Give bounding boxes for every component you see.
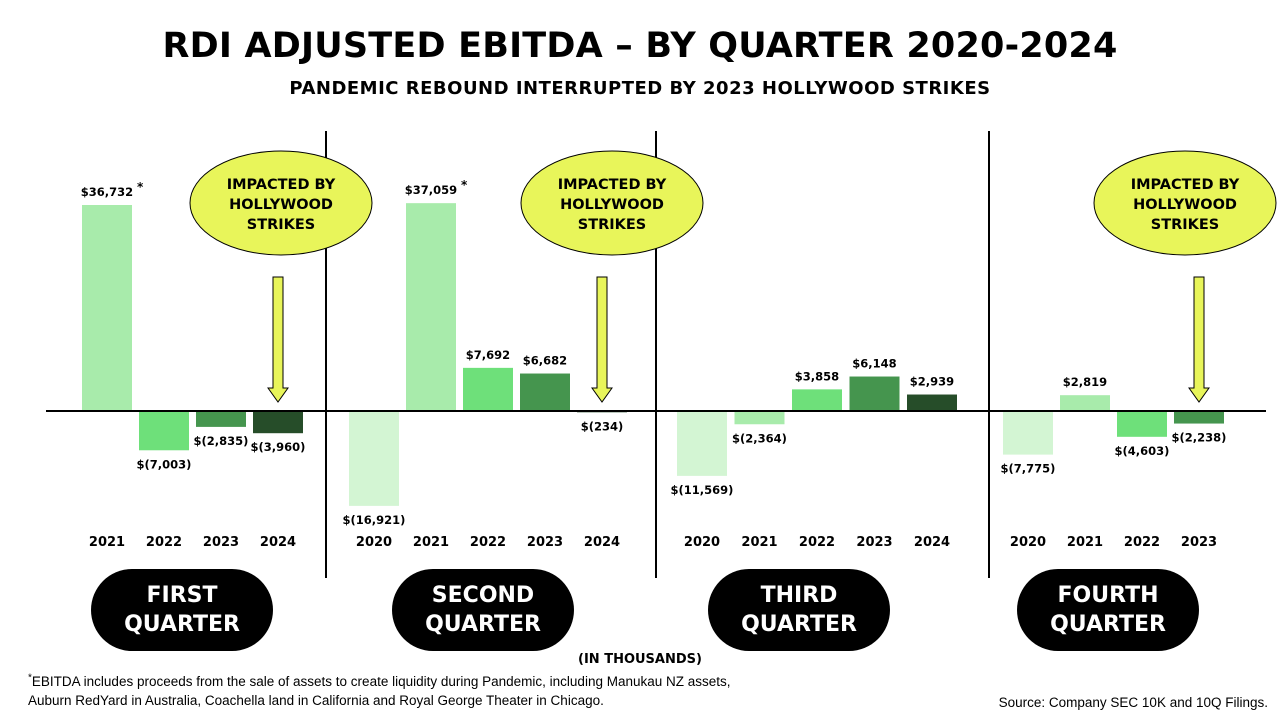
- strike-arrow-q4: [1188, 276, 1210, 403]
- year-label-q4-2021: 2021: [1067, 535, 1103, 550]
- year-label-q2-2023: 2023: [527, 535, 563, 550]
- bar-q4-2022: [1117, 411, 1167, 437]
- value-label-q4-2020: $(7,775): [1001, 462, 1056, 476]
- callout-text-q2-1: IMPACTED BY: [558, 177, 667, 193]
- footnote: *EBITDA includes proceeds from the sale …: [28, 672, 828, 710]
- footnote-line-1: EBITDA includes proceeds from the sale o…: [31, 674, 731, 689]
- callout-text-q2-3: STRIKES: [578, 217, 646, 233]
- value-label-q2-2022: $7,692: [466, 348, 510, 362]
- footnote-marker: *: [28, 672, 32, 684]
- value-label-q2-2021: $37,059: [405, 183, 457, 197]
- quarter-label-third: THIRD QUARTER: [708, 569, 890, 651]
- chart-title: RDI ADJUSTED EBITDA – BY QUARTER 2020-20…: [162, 26, 1118, 66]
- callout-text-q4-1: IMPACTED BY: [1131, 177, 1240, 193]
- bar-q2-2021: [406, 203, 456, 411]
- chart-subtitle: PANDEMIC REBOUND INTERRUPTED BY 2023 HOL…: [289, 78, 991, 99]
- bar-q4-2023: [1174, 411, 1224, 424]
- strike-callout-q4: [1093, 150, 1277, 256]
- value-label-q3-2023: $6,148: [852, 357, 896, 371]
- year-label-q1-2024: 2024: [260, 535, 296, 550]
- year-label-q2-2022: 2022: [470, 535, 506, 550]
- bar-q2-2022: [463, 367, 513, 411]
- callout-text-q4-3: STRIKES: [1151, 217, 1219, 233]
- bar-q1-2023: [196, 411, 246, 427]
- value-label-q4-2023: $(2,238): [1172, 431, 1227, 445]
- year-label-q3-2024: 2024: [914, 535, 950, 550]
- year-label-q2-2021: 2021: [413, 535, 449, 550]
- callout-text-q4-2: HOLLYWOOD: [1133, 197, 1237, 213]
- value-label-q3-2024: $2,939: [910, 375, 954, 389]
- year-label-q4-2023: 2023: [1181, 535, 1217, 550]
- value-label-q3-2021: $(2,364): [732, 431, 787, 445]
- year-label-q3-2022: 2022: [799, 535, 835, 550]
- bar-q1-2021: [82, 205, 132, 411]
- bar-q1-2022: [139, 411, 189, 451]
- value-label-q3-2022: $3,858: [795, 369, 839, 383]
- strike-callout-q1: [189, 150, 373, 256]
- year-label-q3-2020: 2020: [684, 535, 720, 550]
- asterisk-marker: *: [137, 180, 144, 194]
- quarter-label-fourth: FOURTH QUARTER: [1017, 569, 1199, 651]
- asterisk-marker: *: [461, 178, 468, 192]
- value-label-q1-2022: $(7,003): [137, 457, 192, 471]
- units-label: (IN THOUSANDS): [578, 652, 702, 667]
- value-label-q2-2024: $(234): [581, 419, 624, 433]
- value-label-q1-2021: $36,732: [81, 185, 133, 199]
- year-label-q3-2021: 2021: [741, 535, 777, 550]
- year-label-q3-2023: 2023: [856, 535, 892, 550]
- value-label-q2-2023: $6,682: [523, 354, 567, 368]
- bar-q4-2020: [1003, 411, 1053, 455]
- value-label-q4-2022: $(4,603): [1115, 444, 1170, 458]
- strike-arrow-q1: [267, 276, 289, 403]
- value-label-q2-2020: $(16,921): [343, 513, 406, 527]
- strike-callout-q2: [520, 150, 704, 256]
- strike-arrow-q2: [591, 276, 613, 403]
- quarter-label-first: FIRST QUARTER: [91, 569, 273, 651]
- year-label-q2-2024: 2024: [584, 535, 620, 550]
- bar-q3-2024: [907, 394, 957, 411]
- callout-text-q1-3: STRIKES: [247, 217, 315, 233]
- year-label-q4-2020: 2020: [1010, 535, 1046, 550]
- callout-text-q2-2: HOLLYWOOD: [560, 197, 664, 213]
- quarter-label-second: SECOND QUARTER: [392, 569, 574, 651]
- year-label-q1-2022: 2022: [146, 535, 182, 550]
- value-label-q4-2021: $2,819: [1063, 375, 1107, 389]
- value-label-q1-2024: $(3,960): [251, 440, 306, 454]
- value-label-q3-2020: $(11,569): [671, 483, 734, 497]
- bar-q3-2020: [677, 411, 727, 476]
- year-label-q2-2020: 2020: [356, 535, 392, 550]
- bar-q4-2021: [1060, 395, 1110, 411]
- bar-q2-2023: [520, 373, 570, 411]
- bar-q3-2023: [849, 376, 900, 411]
- source-note: Source: Company SEC 10K and 10Q Filings.: [998, 695, 1268, 710]
- callout-text-q1-1: IMPACTED BY: [227, 177, 336, 193]
- bar-q1-2024: [253, 411, 303, 434]
- callout-text-q1-2: HOLLYWOOD: [229, 197, 333, 213]
- value-label-q1-2023: $(2,835): [194, 434, 249, 448]
- year-label-q1-2023: 2023: [203, 535, 239, 550]
- bar-q3-2021: [734, 411, 785, 425]
- year-label-q1-2021: 2021: [89, 535, 125, 550]
- footnote-line-2: Auburn RedYard in Australia, Coachella l…: [28, 693, 604, 708]
- bar-q2-2020: [349, 411, 399, 506]
- bar-q3-2022: [792, 389, 842, 411]
- year-label-q4-2022: 2022: [1124, 535, 1160, 550]
